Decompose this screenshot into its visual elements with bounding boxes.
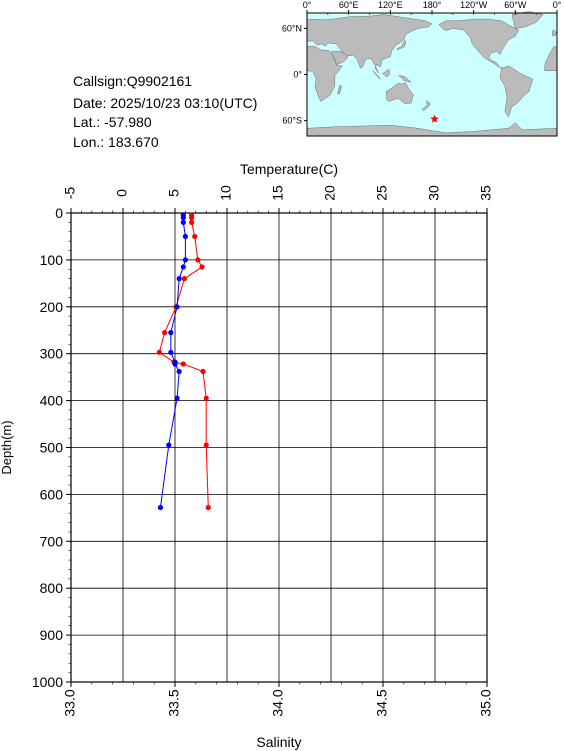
temperature-point	[203, 395, 209, 401]
temperature-point	[162, 330, 168, 336]
salinity-point	[168, 349, 174, 355]
land-mass-7	[511, 11, 544, 29]
temperature-line	[158, 215, 209, 508]
bottom-axis-title: Salinity	[256, 734, 301, 750]
temperature-point	[205, 504, 211, 511]
salinity-point	[180, 215, 186, 221]
salinity-point	[180, 264, 186, 270]
y-axis-tick-label: 500	[40, 440, 64, 456]
map-lon-label: 0°	[553, 0, 562, 10]
land-mass-8	[499, 65, 533, 118]
salinity-point	[168, 330, 174, 336]
salinity-point	[180, 219, 186, 225]
world-map: 0° 60°E 120°E 180° 120°W 60°W 0° 60°N 0° 60°S	[282, 0, 562, 137]
temperature-point	[181, 276, 187, 282]
salinity-line	[159, 215, 186, 508]
salinity-point	[157, 504, 164, 511]
salinity-point	[174, 304, 180, 310]
salinity-point	[182, 257, 188, 263]
map-lon-label: 120°E	[378, 0, 403, 10]
bottom-axis-tick-label: 34.0	[270, 689, 286, 716]
salinity-point	[176, 276, 182, 282]
profile-chart: -5 0 5 10 15 20 25 30 35 Temperature(C) 33.0 33.5 34…	[0, 161, 494, 750]
land-mass-4	[385, 82, 414, 104]
temperature-point	[180, 361, 186, 367]
top-axis-tick-label: 25	[374, 185, 390, 201]
temperature-point	[200, 368, 206, 375]
latitude-text: Lat.: -57.980	[73, 114, 152, 130]
land-mass-6	[438, 18, 520, 69]
top-axis-tick-label: 0	[114, 189, 130, 197]
y-axis-tick-label: 1000	[32, 674, 63, 690]
land-mass-2	[306, 45, 343, 102]
top-axis-tick-label: 30	[426, 185, 442, 201]
land-mass-13	[382, 68, 390, 78]
land-mass-1	[330, 51, 349, 65]
top-axis-tick-label: 35	[478, 185, 494, 201]
top-axis-tick-label: 20	[322, 185, 338, 201]
top-axis-tick-label: 15	[270, 185, 286, 201]
land-mass-10	[397, 39, 406, 51]
salinity-point	[174, 395, 180, 401]
y-axis-tick-label: 700	[40, 533, 64, 549]
map-lon-label: 120°W	[460, 0, 488, 10]
y-axis-tick-label: 600	[40, 486, 64, 502]
map-lat-label: 60°N	[282, 23, 302, 33]
y-axis-title: Depth(m)	[0, 420, 14, 474]
map-lon-label: 60°E	[339, 0, 359, 10]
map-lon-label: 180°	[423, 0, 442, 10]
land-mass-11	[337, 85, 342, 94]
salinity-point	[166, 442, 172, 448]
temperature-point	[156, 349, 162, 355]
station-marker-star	[430, 114, 440, 123]
salinity-point	[182, 233, 188, 240]
longitude-text: Lon.: 183.670	[73, 134, 159, 150]
bottom-axis-tick-label: 34.5	[374, 689, 390, 716]
bottom-axis-tick-label: 35.0	[478, 689, 494, 716]
map-lat-label: 0°	[293, 70, 302, 80]
y-axis-tick-label: 900	[40, 627, 64, 643]
bottom-axis-tick-label: 33.5	[166, 689, 182, 716]
salinity-point	[176, 368, 182, 375]
y-axis-tick-label: 0	[55, 205, 63, 221]
y-axis-tick-label: 100	[40, 252, 64, 268]
y-axis-tick-label: 200	[40, 299, 64, 315]
land-mass-15	[398, 74, 412, 83]
y-axis-tick-label: 400	[40, 393, 64, 409]
land-mass-14	[372, 70, 381, 80]
temperature-point	[189, 219, 195, 225]
y-axis-tick-label: 300	[40, 346, 64, 362]
map-lat-label: 60°S	[282, 116, 302, 126]
map-lon-label: 0°	[303, 0, 312, 10]
top-axis-tick-label: -5	[62, 187, 78, 200]
temperature-point	[203, 442, 209, 448]
date-text: Date: 2025/10/23 03:10(UTC)	[73, 95, 258, 111]
temperature-point	[192, 233, 198, 240]
temperature-point	[199, 264, 205, 270]
y-axis-tick-label: 800	[40, 580, 64, 596]
land-mass-0	[306, 14, 433, 74]
temperature-point	[195, 257, 201, 263]
land-mass-5	[422, 100, 431, 111]
top-axis-title: Temperature(C)	[240, 161, 338, 177]
callsign-text: Callsign:Q9902161	[73, 73, 193, 89]
salinity-point	[172, 361, 178, 367]
top-axis-tick-label: 5	[166, 189, 182, 197]
top-axis-tick-label: 10	[218, 185, 234, 201]
land-mass-12	[551, 29, 557, 37]
bottom-axis-tick-label: 33.0	[62, 689, 78, 716]
temperature-point	[189, 215, 195, 221]
map-lon-label: 60°W	[504, 0, 527, 10]
